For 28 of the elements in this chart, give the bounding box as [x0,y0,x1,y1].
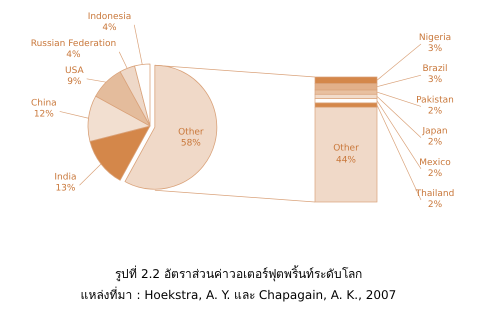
data-label: 4% [102,22,118,33]
text: Brazil [422,64,448,74]
slice-label: China [30,98,57,108]
slice-label: India [54,172,76,182]
data-label: 44% [336,156,356,166]
data-label: 2% [428,106,443,116]
data-label: 13% [55,183,76,194]
text: Japan [421,126,448,137]
text: รูปที่ 2.2 อัตราส่วนค่าวอเตอร์ฟุตพริ้นท์ระดับโลก [115,265,362,282]
slice-label: Other [178,127,204,138]
data-label: 2% [428,200,443,210]
series-label: Other [333,144,360,154]
text: Mexico [419,158,452,168]
slice-label: USA [65,66,84,76]
data-label: 12% [34,109,54,120]
slice-label: Indonesia [88,12,132,22]
data-label: 2% [428,138,443,148]
data-label: 58% [180,138,202,148]
text: แหล่งที่มา : Hoekstra, A. Y. และ Chapagain, A. K., 2007 [80,286,396,302]
text: Thailand [414,189,454,199]
data-label: 9% [67,76,82,87]
data-label: 4% [66,50,82,60]
data-label: 3% [428,44,443,54]
data-label: 2% [428,168,443,179]
text: Nigeria [418,33,452,43]
text: Pakistan [416,95,454,106]
data-label: 3% [428,75,443,86]
slice-label: Russian Federation [30,38,116,49]
